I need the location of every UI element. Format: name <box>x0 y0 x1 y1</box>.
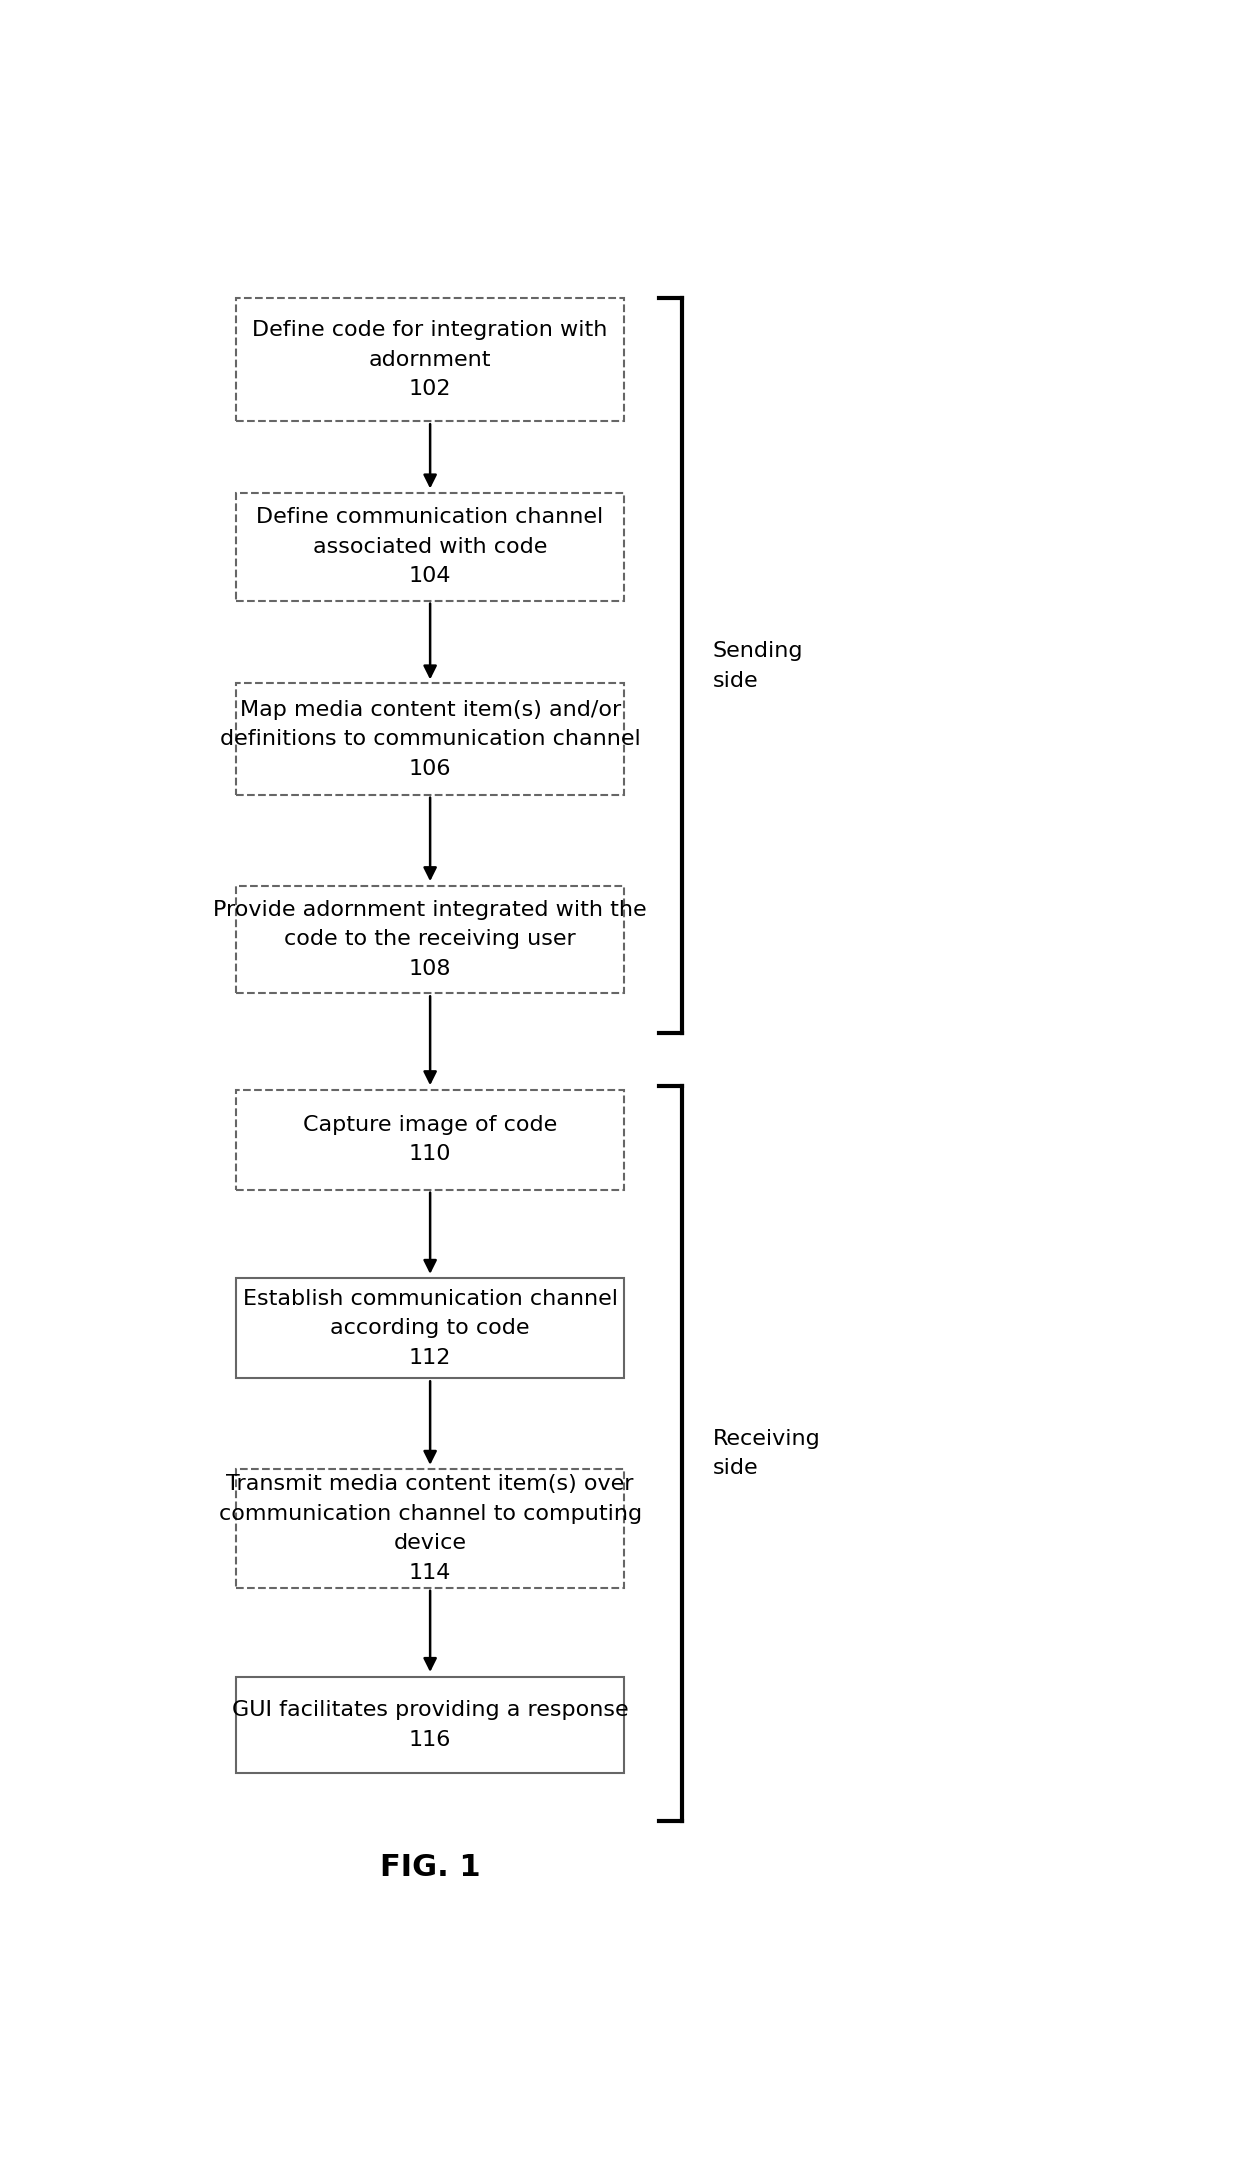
FancyBboxPatch shape <box>237 684 624 796</box>
Text: Capture image of code
110: Capture image of code 110 <box>303 1114 557 1164</box>
Text: Define code for integration with
adornment
102: Define code for integration with adornme… <box>253 320 608 400</box>
Text: FIG. 1: FIG. 1 <box>379 1854 480 1882</box>
Text: Establish communication channel
according to code
112: Establish communication channel accordin… <box>243 1289 618 1367</box>
FancyBboxPatch shape <box>237 1278 624 1378</box>
Text: Map media content item(s) and/or
definitions to communication channel
106: Map media content item(s) and/or definit… <box>219 699 641 779</box>
Text: Provide adornment integrated with the
code to the receiving user
108: Provide adornment integrated with the co… <box>213 900 647 980</box>
Text: GUI facilitates providing a response
116: GUI facilitates providing a response 116 <box>232 1700 629 1750</box>
Text: Receiving
side: Receiving side <box>713 1428 821 1477</box>
Text: Sending
side: Sending side <box>713 640 804 690</box>
FancyBboxPatch shape <box>237 885 624 993</box>
Text: Define communication channel
associated with code
104: Define communication channel associated … <box>257 506 604 586</box>
FancyBboxPatch shape <box>237 1469 624 1588</box>
FancyBboxPatch shape <box>237 493 624 601</box>
FancyBboxPatch shape <box>237 1090 624 1190</box>
Text: Transmit media content item(s) over
communication channel to computing
device
11: Transmit media content item(s) over comm… <box>218 1475 641 1583</box>
FancyBboxPatch shape <box>237 298 624 422</box>
FancyBboxPatch shape <box>237 1676 624 1774</box>
